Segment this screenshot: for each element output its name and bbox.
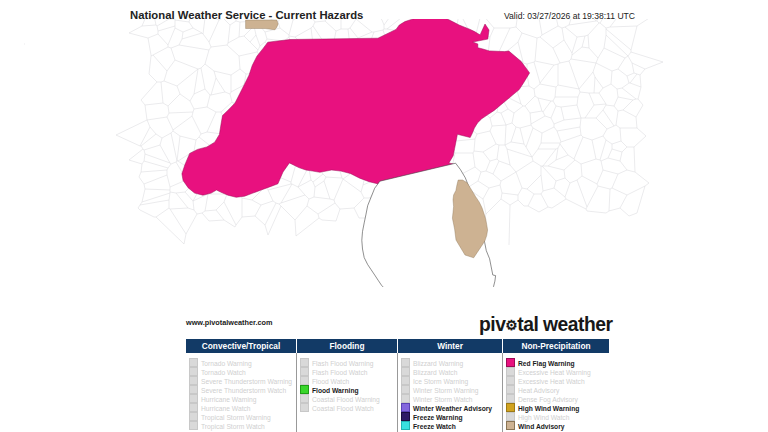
svg-text:National Weather Service - Cur: National Weather Service - Current Hazar… (130, 9, 363, 21)
